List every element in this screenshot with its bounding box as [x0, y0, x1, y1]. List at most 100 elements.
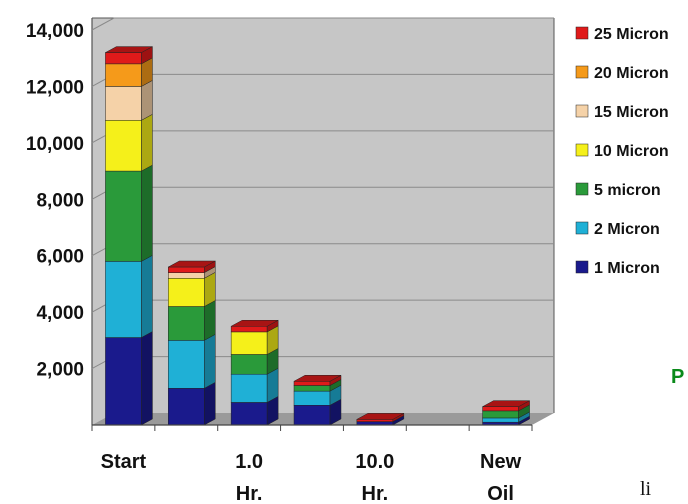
bar-side — [204, 333, 216, 389]
bar-segment — [230, 348, 279, 375]
legend-item: 5 micron — [575, 182, 661, 199]
bar-segment — [293, 398, 342, 426]
bar-segment — [105, 164, 153, 262]
bar-segment — [105, 331, 153, 426]
x-tick-label: New — [480, 451, 522, 473]
x-axis: Start 1.0 Hr. 10.0 Hr. New Oil — [91, 424, 533, 504]
x-tick-label: 1.0 — [235, 451, 263, 473]
bar-segment — [105, 113, 153, 172]
bar-top — [356, 413, 404, 420]
plot-back-wall — [92, 18, 554, 425]
legend-item: 15 Micron — [575, 104, 669, 121]
legend-label: 20 Micron — [594, 65, 669, 82]
bar-front — [168, 278, 205, 307]
bar-segment — [293, 374, 342, 386]
legend-label: 25 Micron — [594, 26, 669, 43]
legend-swatch — [575, 182, 589, 196]
x-tick-label: Hr. — [362, 483, 389, 504]
y-tick-label: 8,000 — [36, 190, 84, 211]
bar-front — [482, 410, 519, 419]
legend-label: 10 Micron — [594, 143, 669, 160]
stray-text-li: li — [640, 478, 652, 500]
legend-swatch — [575, 260, 589, 274]
bar-side — [141, 80, 153, 121]
legend-swatch — [575, 26, 589, 40]
bar-front — [105, 52, 142, 65]
bar-front — [293, 405, 331, 426]
x-tick-label: Hr. — [236, 483, 263, 504]
y-tick-label: 10,000 — [26, 134, 84, 155]
bar-front — [168, 340, 205, 389]
bar-front — [230, 331, 268, 355]
legend-item: 1 Micron — [575, 260, 660, 277]
legend: 25 Micron 20 Micron 15 Micron 10 Micron 5 mi… — [575, 26, 669, 277]
bar-front — [482, 417, 519, 423]
bar-top — [231, 320, 279, 327]
bar-front — [105, 337, 142, 426]
bar-segment — [293, 384, 342, 406]
bar-front — [105, 120, 142, 172]
bar-front — [482, 406, 519, 412]
bar-segment — [230, 396, 279, 426]
bar-top — [168, 260, 216, 268]
bar-front — [230, 326, 268, 333]
y-tick-label: 14,000 — [26, 21, 84, 42]
bar-front — [105, 170, 142, 262]
bar-top — [293, 375, 342, 382]
legend-label: 15 Micron — [594, 104, 669, 121]
bar-front — [105, 261, 142, 338]
bar-segment — [230, 319, 279, 333]
y-tick-label: 6,000 — [36, 247, 84, 268]
bar-side — [204, 381, 216, 426]
bar-side — [141, 113, 153, 172]
legend-swatch — [575, 65, 589, 79]
bar-side — [141, 164, 153, 262]
bar-segment — [230, 325, 279, 355]
bars — [105, 46, 530, 426]
bar-front — [293, 385, 331, 392]
bar-front — [105, 63, 142, 87]
x-tick-label: 10.0 — [355, 451, 394, 473]
bar-side — [204, 300, 216, 341]
bar-segment — [168, 333, 216, 389]
bar-front — [230, 373, 268, 403]
bar-front — [168, 388, 205, 426]
bar-top — [482, 400, 530, 407]
bar-segment — [168, 381, 216, 426]
y-tick-label: 12,000 — [26, 77, 84, 98]
y-tick-label: 2,000 — [36, 360, 84, 381]
bar-segment — [105, 57, 153, 87]
bar-side — [141, 254, 153, 338]
legend-label: 1 Micron — [594, 260, 660, 277]
bar-segment — [356, 412, 405, 423]
legend-item: 10 Micron — [575, 143, 669, 160]
gridline — [91, 17, 554, 31]
legend-label: 5 micron — [594, 182, 661, 199]
bar-front — [230, 402, 268, 426]
legend-swatch — [575, 143, 589, 157]
bar-top — [105, 46, 153, 53]
bar-front — [293, 381, 331, 386]
bar-front — [293, 390, 331, 406]
bar-side — [141, 331, 153, 426]
x-tick-label: Start — [101, 451, 147, 473]
bar-segment — [105, 46, 153, 65]
bar-segment — [105, 254, 153, 338]
bar-segment — [482, 400, 530, 412]
y-axis: 2,000 4,000 6,000 8,000 10,000 12,000 14,000 — [26, 21, 84, 381]
bar-segment — [168, 260, 216, 274]
bar-front — [105, 86, 142, 121]
bar-segment — [168, 266, 216, 279]
bar-segment — [105, 80, 153, 121]
bar-front — [168, 266, 205, 273]
y-tick-label: 4,000 — [36, 303, 84, 324]
plot-area — [91, 17, 555, 425]
legend-label: 2 Micron — [594, 221, 660, 238]
legend-item: 2 Micron — [575, 221, 660, 238]
legend-swatch — [575, 221, 589, 235]
legend-swatch — [575, 104, 589, 118]
bar-front — [168, 306, 205, 341]
bar-front — [168, 272, 205, 279]
bar-segment — [230, 367, 279, 403]
